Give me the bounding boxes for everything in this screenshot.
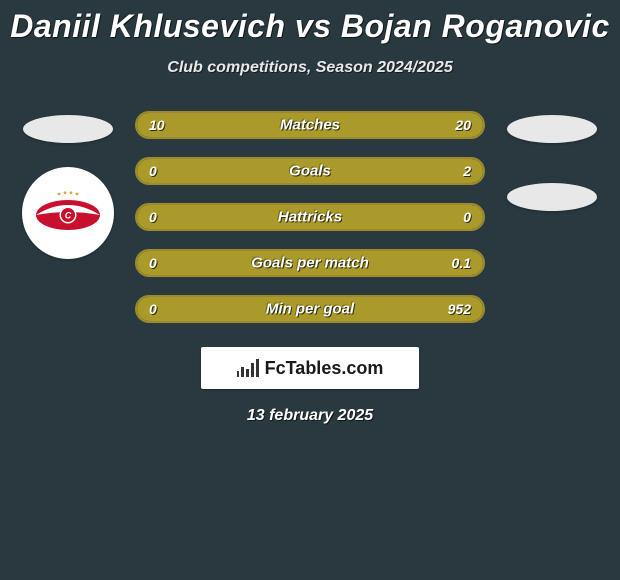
stat-left-value: 10	[149, 117, 165, 133]
stat-left-value: 0	[149, 209, 157, 225]
left-flag-placeholder	[23, 115, 113, 143]
footer: FcTables.com 13 february 2025	[0, 347, 620, 425]
stat-bars: 10 20 Matches 0 2 Goals 0 0 Hattricks 0 0.1 Goals p…	[135, 111, 485, 323]
stat-right-value: 2	[463, 163, 471, 179]
stat-label: Goals	[289, 163, 331, 180]
brand-logo: FcTables.com	[201, 347, 419, 389]
stat-left-value: 0	[149, 163, 157, 179]
right-player-column	[497, 111, 607, 211]
left-player-column: C	[13, 111, 123, 259]
left-club-badge: C	[22, 167, 114, 259]
stat-left-value: 0	[149, 255, 157, 271]
stat-bar: 0 0.1 Goals per match	[135, 249, 485, 277]
subtitle: Club competitions, Season 2024/2025	[0, 59, 620, 77]
comparison-body: C 10 20 Matches 0 2 Goals 0 0 Hattricks 0 0.1 Goals…	[0, 111, 620, 323]
stat-label: Matches	[280, 117, 340, 134]
svg-text:C: C	[65, 211, 72, 221]
stat-bar: 0 952 Min per goal	[135, 295, 485, 323]
stat-bar: 0 0 Hattricks	[135, 203, 485, 231]
date-label: 13 february 2025	[247, 407, 373, 425]
comparison-infographic: Daniil Khlusevich vs Bojan Roganovic Clu…	[0, 0, 620, 425]
right-club-placeholder	[507, 183, 597, 211]
page-title: Daniil Khlusevich vs Bojan Roganovic	[0, 8, 620, 45]
stat-label: Min per goal	[266, 301, 354, 318]
stat-left-value: 0	[149, 301, 157, 317]
bar-chart-icon	[237, 359, 259, 377]
stat-label: Hattricks	[278, 209, 342, 226]
stat-right-value: 0.1	[452, 255, 471, 271]
right-flag-placeholder	[507, 115, 597, 143]
stat-right-value: 952	[448, 301, 471, 317]
stat-right-value: 20	[455, 117, 471, 133]
stat-right-value: 0	[463, 209, 471, 225]
spartak-icon: C	[34, 195, 102, 231]
stat-bar: 0 2 Goals	[135, 157, 485, 185]
stat-bar: 10 20 Matches	[135, 111, 485, 139]
stat-label: Goals per match	[251, 255, 369, 272]
brand-name: FcTables.com	[265, 358, 384, 379]
